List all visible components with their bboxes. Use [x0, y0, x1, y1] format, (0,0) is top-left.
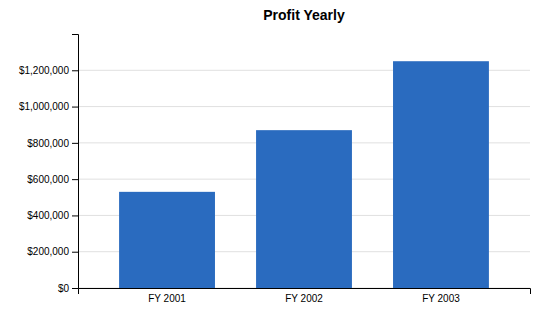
- y-tick-mark: [72, 252, 78, 253]
- x-axis: FY 2001 FY 2002 FY 2003: [79, 289, 531, 305]
- y-axis-line: [72, 35, 79, 289]
- title: Profit Yearly: [263, 7, 345, 23]
- y-tick-mark: [72, 288, 78, 289]
- x-tick: FY 2003: [422, 293, 460, 304]
- x-tick: FY 2002: [285, 293, 323, 304]
- x-tick-label: FY 2001: [148, 293, 186, 304]
- bar: [119, 192, 215, 288]
- plot: $0 $200,000 $400,000 $600,000 $800,000 $1,000…: [19, 35, 531, 305]
- y-tick-mark: [72, 107, 78, 108]
- y-axis: $0 $200,000 $400,000 $600,000 $800,000 $1,000…: [19, 35, 79, 294]
- y-tick-label: $1,200,000: [19, 65, 69, 76]
- y-tick: $400,000: [27, 210, 78, 221]
- bar: [256, 130, 352, 288]
- y-tick-label: $200,000: [27, 246, 69, 257]
- y-tick: $200,000: [27, 246, 78, 257]
- y-tick-mark: [72, 179, 78, 180]
- y-tick-label: $800,000: [27, 138, 69, 149]
- bar: [393, 61, 489, 288]
- y-tick-label: $400,000: [27, 210, 69, 221]
- y-tick: $1,200,000: [19, 65, 78, 76]
- y-tick-mark: [72, 143, 78, 144]
- y-tick: $600,000: [27, 174, 78, 185]
- chart: $0 $200,000 $400,000 $600,000 $800,000 $1,000…: [0, 0, 550, 318]
- x-tick-label: FY 2002: [285, 293, 323, 304]
- y-tick: $0: [58, 283, 78, 294]
- x-tick: FY 2001: [148, 293, 186, 304]
- y-tick: $800,000: [27, 138, 78, 149]
- y-tick-label: $1,000,000: [19, 101, 69, 112]
- y-tick-mark: [72, 215, 78, 216]
- x-tick-label: FY 2003: [422, 293, 460, 304]
- y-tick: $1,000,000: [19, 101, 78, 112]
- bars: [119, 61, 489, 288]
- y-tick-label: $0: [58, 283, 70, 294]
- y-tick-mark: [72, 70, 78, 71]
- y-tick-label: $600,000: [27, 174, 69, 185]
